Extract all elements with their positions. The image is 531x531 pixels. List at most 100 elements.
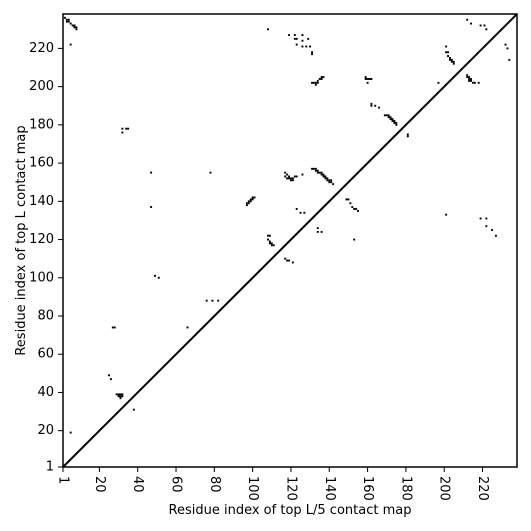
y-axis-label: Residue index of top L contact map <box>14 125 29 355</box>
contact-point <box>150 206 153 209</box>
contact-point <box>247 202 250 205</box>
y-tick-label: 20 <box>37 423 54 438</box>
contact-point <box>245 202 248 205</box>
contact-point <box>121 395 124 398</box>
y-tick-label: 180 <box>29 117 54 132</box>
contact-point <box>355 208 358 210</box>
contact-point <box>316 81 319 84</box>
contact-point <box>406 135 409 138</box>
contact-point <box>316 230 319 233</box>
contact-point <box>69 43 72 46</box>
contact-point <box>445 213 448 216</box>
contact-point <box>267 238 269 241</box>
contact-point <box>324 177 327 180</box>
plot-frame <box>62 13 518 468</box>
contact-point <box>506 47 509 50</box>
x-axis-label: Residue index of top L/5 contact map <box>169 503 412 518</box>
contact-point <box>320 76 323 79</box>
y-tick-label: 100 <box>29 270 54 285</box>
contact-point <box>251 198 254 201</box>
contact-point <box>117 393 120 396</box>
contact-point <box>295 175 298 178</box>
contact-point <box>445 51 448 54</box>
contact-point <box>268 240 271 243</box>
contact-point <box>311 81 313 84</box>
contact-point <box>370 78 373 80</box>
contact-point <box>322 76 325 79</box>
contact-point <box>299 211 302 214</box>
contact-point <box>286 259 289 262</box>
contact-point <box>293 37 296 40</box>
contact-point <box>284 175 287 178</box>
contact-point <box>316 227 319 230</box>
contact-point <box>494 234 497 237</box>
contact-point <box>318 171 321 174</box>
contact-point <box>284 257 287 260</box>
contact-point <box>485 28 488 31</box>
contact-point <box>153 274 156 277</box>
contact-points <box>63 16 511 434</box>
contact-point <box>157 276 160 279</box>
contact-point <box>249 200 252 203</box>
x-tick-label: 40 <box>130 476 145 493</box>
contact-point <box>314 169 317 172</box>
contact-point <box>65 18 68 21</box>
contact-point <box>347 198 350 201</box>
contact-point <box>320 78 323 80</box>
contact-point <box>357 209 359 212</box>
contact-point <box>320 171 323 174</box>
y-tick-label: 120 <box>29 232 54 247</box>
contact-point <box>322 173 325 176</box>
y-tick-label: 60 <box>37 347 54 362</box>
contact-point <box>328 181 331 184</box>
contact-point <box>351 206 354 209</box>
contact-point <box>383 114 386 117</box>
x-axis: 1 20 40 60 80 100 120 140 160 180 200 220 <box>56 467 490 501</box>
contact-point <box>75 28 78 31</box>
contact-point <box>485 217 488 220</box>
contact-point <box>73 24 76 27</box>
contact-point <box>387 114 390 117</box>
contact-point <box>491 229 494 231</box>
contact-point <box>466 76 469 79</box>
contact-point <box>119 397 122 400</box>
contact-point <box>468 79 471 82</box>
contact-point <box>504 43 507 46</box>
contact-point <box>309 45 312 48</box>
contact-point <box>247 200 250 203</box>
contact-point <box>111 326 114 329</box>
contact-point <box>406 133 409 136</box>
contact-point <box>370 104 373 107</box>
contact-point <box>307 37 310 40</box>
contact-point <box>316 79 319 82</box>
contact-point <box>290 179 292 182</box>
contact-point <box>267 234 269 237</box>
contact-point <box>374 104 377 107</box>
contact-point <box>483 24 486 27</box>
contact-point <box>251 196 254 199</box>
contact-point <box>301 34 304 36</box>
x-tick-label: 220 <box>475 476 490 501</box>
contact-point <box>452 60 455 63</box>
contact-point <box>305 45 308 48</box>
contact-point <box>270 242 273 245</box>
contact-point <box>301 173 304 176</box>
contact-point <box>186 326 189 329</box>
contact-point <box>288 175 290 178</box>
contact-point <box>217 299 220 302</box>
contact-point <box>293 175 296 178</box>
y-tick-label: 200 <box>29 79 54 94</box>
contact-point <box>311 167 313 170</box>
contact-point <box>108 374 110 377</box>
contact-point <box>447 51 449 54</box>
y-tick-label: 80 <box>37 309 54 324</box>
contact-point <box>253 196 256 199</box>
contact-point <box>445 45 448 48</box>
contact-point <box>330 179 333 182</box>
contact-point <box>508 58 511 61</box>
contact-point <box>378 106 381 109</box>
contact-point <box>295 37 298 40</box>
contact-point <box>288 259 290 262</box>
